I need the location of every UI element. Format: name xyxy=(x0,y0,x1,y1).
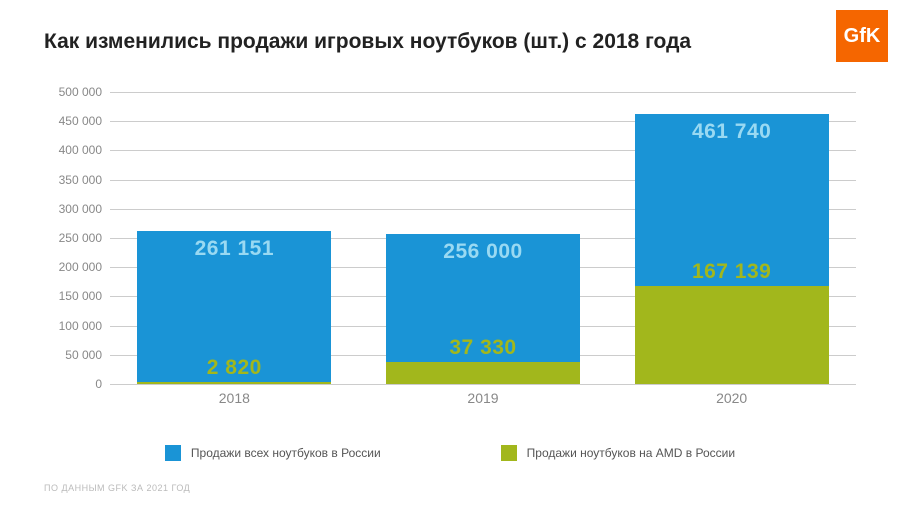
chart: 2 820261 15137 330256 000167 139461 740 … xyxy=(44,92,856,412)
y-axis-label: 200 000 xyxy=(44,260,102,274)
y-axis-label: 350 000 xyxy=(44,173,102,187)
x-axis-label: 2019 xyxy=(467,390,498,406)
x-axis-label: 2018 xyxy=(219,390,250,406)
legend-item: Продажи ноутбуков на AMD в России xyxy=(501,445,735,461)
legend-label: Продажи всех ноутбуков в России xyxy=(191,446,381,460)
legend-label: Продажи ноутбуков на AMD в России xyxy=(527,446,735,460)
legend-swatch xyxy=(501,445,517,461)
y-axis-label: 400 000 xyxy=(44,143,102,157)
y-axis-label: 250 000 xyxy=(44,231,102,245)
bar-segment-amd xyxy=(386,362,580,384)
y-axis-label: 0 xyxy=(44,377,102,391)
gridline xyxy=(110,384,856,385)
bar-value-total: 261 151 xyxy=(137,237,331,261)
source-footnote: ПО ДАННЫМ GFK ЗА 2021 ГОД xyxy=(44,483,190,493)
bar: 37 330 256 000 xyxy=(386,92,580,384)
bar-value-total: 256 000 xyxy=(386,240,580,264)
y-axis-label: 450 000 xyxy=(44,114,102,128)
legend-item: Продажи всех ноутбуков в России xyxy=(165,445,381,461)
gfk-logo: GfK xyxy=(836,10,888,62)
bar-value-amd: 167 139 xyxy=(635,260,829,284)
x-axis-label: 2020 xyxy=(716,390,747,406)
bar: 2 820 261 151 xyxy=(137,92,331,384)
bar-group: 167 139 461 740 xyxy=(635,92,829,384)
y-axis-label: 100 000 xyxy=(44,319,102,333)
bar: 167 139 461 740 xyxy=(635,92,829,384)
chart-title: Как изменились продажи игровых ноутбуков… xyxy=(44,30,691,54)
legend: Продажи всех ноутбуков в России Продажи н… xyxy=(0,445,900,461)
y-axis-label: 50 000 xyxy=(44,348,102,362)
plot-area: 2 820 261 151 37 330 256 000 167 139 461 740 xyxy=(110,92,856,384)
bar-value-amd: 2 820 xyxy=(137,356,331,380)
bar-value-total: 461 740 xyxy=(635,120,829,144)
y-axis-label: 300 000 xyxy=(44,202,102,216)
bar-group: 2 820 261 151 xyxy=(137,92,331,384)
y-axis-label: 150 000 xyxy=(44,289,102,303)
legend-swatch xyxy=(165,445,181,461)
bar-value-amd: 37 330 xyxy=(386,336,580,360)
y-axis-label: 500 000 xyxy=(44,85,102,99)
bar-segment-amd xyxy=(137,382,331,384)
bar-segment-amd xyxy=(635,286,829,384)
bar-group: 37 330 256 000 xyxy=(386,92,580,384)
